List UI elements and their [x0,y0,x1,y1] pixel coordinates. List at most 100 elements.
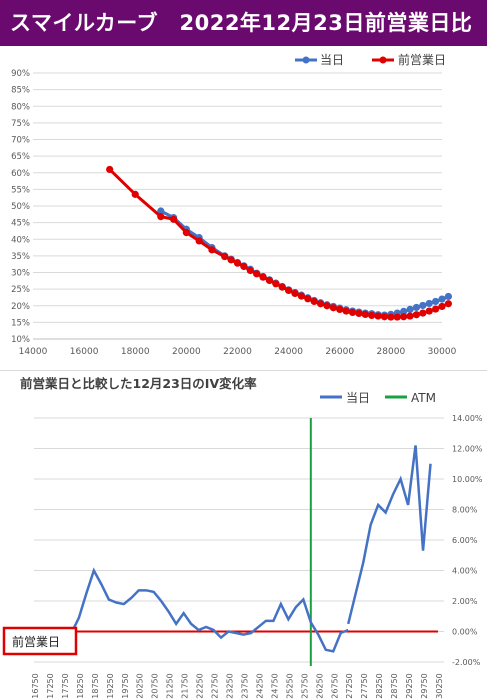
chart2-x-tick-label: 22750 [211,673,220,698]
chart1-point-prev [221,252,229,261]
chart-separator [0,370,487,371]
smile-curve-chart: 10% 15% 20% 25% 30% 35% 40% 45% 50% 55% 60% 65% 70% 7… [11,52,457,357]
chart1-y-tick-label: 30% [11,269,30,279]
chart1-point-prev [412,311,421,319]
chart1-y-axis: 10% 15% 20% 25% 30% 35% 40% 45% 50% 55% 60% 65% 70% 7… [11,69,30,345]
chart1-x-tick-label: 24000 [274,347,303,357]
chart1-point-today [425,299,433,308]
chart1-point-prev [233,259,242,267]
chart1-point-prev [131,190,139,198]
chart2-y-tick-label: 2.00% [452,597,478,606]
chart1-y-tick-label: 35% [11,252,30,262]
chart2-y-tick-label: 8.00% [452,506,478,515]
chart1-point-prev [432,305,440,313]
chart2-x-tick-label: 27750 [360,673,369,698]
chart2-x-tick-label: 24250 [255,673,264,698]
legend-marker-prev [379,56,387,64]
chart1-y-tick-label: 45% [11,219,30,229]
chart1-point-prev [387,313,395,321]
chart2-x-tick-label: 29250 [405,673,414,698]
iv-change-chart: 前営業日と比較した12月23日のIV変化率 当日 ATM -2.00% 0.00%… [2,376,483,699]
chart1-y-tick-label: 55% [11,185,30,195]
reference-label: 前営業日 [12,634,60,649]
chart1-point-prev [157,213,165,221]
chart1-x-tick-label: 28000 [377,347,406,357]
chart1-series [106,165,452,321]
chart2-series-today-line [70,567,349,653]
chart2-x-tick-label: 23250 [226,673,235,698]
chart2-y-tick-label: 4.00% [452,567,478,576]
chart1-point-prev [106,165,114,174]
chart1-point-prev [265,276,274,285]
chart2-x-tick-label: 21250 [166,673,175,698]
chart1-point-prev [304,295,312,303]
chart1-y-tick-label: 25% [11,285,30,295]
chart1-point-today [406,305,414,314]
chart2-x-tick-label: 21750 [181,673,190,698]
chart1-point-prev [278,283,286,291]
chart1-point-prev [406,312,414,320]
chart2-x-tick-label: 19250 [106,673,115,698]
chart1-y-tick-label: 10% [11,335,30,345]
chart1-point-prev [272,280,280,288]
chart2-x-tick-label: 30250 [435,673,444,698]
chart2-y-tick-label: 14.00% [452,414,483,423]
chart1-point-prev [285,286,293,295]
chart1-point-prev [438,302,446,311]
chart2-x-tick-label: 18750 [91,673,100,698]
chart2-x-tick-label: 17750 [61,673,70,698]
chart1-x-tick-label: 16000 [70,347,99,357]
chart2-y-tick-label: 12.00% [452,445,483,454]
chart1-point-prev [374,312,382,320]
chart1-x-tick-label: 30000 [428,347,457,357]
chart1-point-prev [368,311,376,319]
chart2-x-tick-label: 22250 [196,673,205,698]
chart1-point-prev [259,273,267,281]
chart1-point-prev [329,304,337,312]
page-title: スマイルカーブ 2022年12月23日前営業日比 [10,11,473,35]
chart1-point-prev [342,307,350,315]
chart2-x-tick-label: 24750 [270,673,279,698]
chart1-point-prev [291,289,299,298]
chart1-point-prev [246,266,254,275]
chart1-point-prev [425,307,433,315]
legend-label-prev: 前営業日 [398,52,446,67]
chart1-point-prev [355,309,363,317]
chart2-y-tick-label: 0.00% [452,628,478,637]
chart2-x-tick-label: 27250 [345,673,354,698]
chart1-point-prev [182,229,190,237]
chart2-x-axis: 16750 17250 17750 18250 18750 19250 19750 20250… [31,673,444,698]
chart1-point-prev [336,305,344,314]
chart1-point-prev [419,309,427,317]
chart2-x-tick-label: 26250 [315,673,324,698]
chart2-x-tick-label: 17250 [46,673,55,698]
chart1-point-prev [380,313,389,321]
chart1-y-tick-label: 40% [11,235,30,245]
chart1-y-tick-label: 90% [11,69,30,79]
chart1-y-tick-label: 60% [11,169,30,179]
chart1-point-prev [297,292,306,300]
chart2-x-tick-label: 25250 [285,673,294,698]
chart2-x-tick-label: 28250 [375,673,384,698]
chart2-x-tick-label: 26750 [330,673,339,698]
chart1-legend: 当日 前営業日 [295,52,446,67]
legend2-label-today: 当日 [346,391,370,405]
chart2-x-tick-label: 23750 [240,673,249,698]
chart1-point-prev [316,300,325,308]
chart1-point-prev [208,246,216,254]
chart2-x-tick-label: 19750 [121,673,130,698]
chart2-x-tick-label: 20750 [151,673,160,698]
chart1-x-tick-label: 18000 [121,347,150,357]
chart1-point-prev [195,237,203,245]
chart1-series-prev-line [108,168,449,319]
chart1-point-today [432,297,440,306]
legend-marker-today [302,56,310,64]
chart1-point-prev [393,313,401,321]
legend-label-today: 当日 [320,53,344,67]
chart1-point-prev [323,302,331,310]
chart1-y-tick-label: 50% [11,202,30,212]
chart1-point-prev [361,310,369,318]
chart1-x-axis: 14000 16000 18000 20000 22000 24000 26000 28000… [19,347,457,357]
chart2-x-tick-label: 28750 [390,673,399,698]
chart1-point-today [157,207,165,215]
